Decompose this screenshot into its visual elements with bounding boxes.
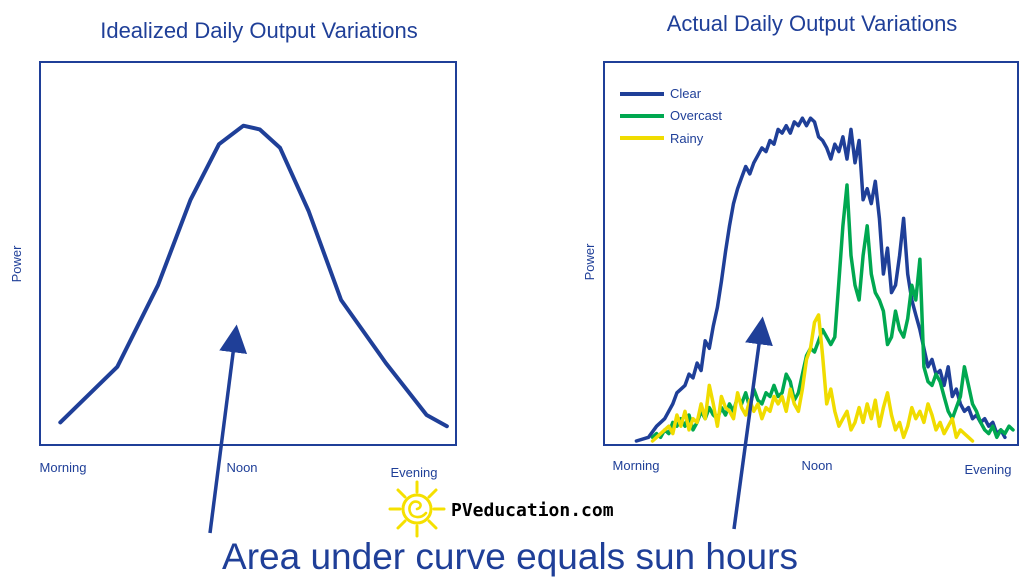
- arrow-left: [208, 324, 248, 534]
- x-tick-noon: Noon: [801, 458, 832, 473]
- actual-chart: Actual Daily Output Variations Power Mor…: [582, 11, 1019, 477]
- series-line-overcast: [650, 183, 1015, 440]
- chart-title: Actual Daily Output Variations: [667, 11, 958, 36]
- plot-frame: [603, 61, 1019, 446]
- legend-label-clear: Clear: [670, 86, 702, 101]
- series-layer: [634, 116, 1015, 443]
- series-layer: [58, 123, 449, 429]
- x-tick-noon: Noon: [226, 460, 257, 475]
- series-line-rainy: [650, 313, 975, 443]
- plot-frame: [39, 61, 457, 446]
- series-line-clear: [634, 116, 1007, 443]
- brand-text: PVeducation.com: [451, 500, 614, 521]
- legend-label-rainy: Rainy: [670, 131, 704, 146]
- legend-label-overcast: Overcast: [670, 108, 722, 123]
- y-axis-label: Power: [9, 245, 24, 283]
- x-tick-morning: Morning: [40, 460, 87, 475]
- arrow-right: [732, 316, 773, 530]
- legend: Clear Overcast Rainy: [620, 86, 722, 146]
- x-tick-morning: Morning: [613, 458, 660, 473]
- x-tick-evening: Evening: [965, 462, 1012, 477]
- caption: Area under curve equals sun hours: [222, 536, 798, 577]
- chart-title: Idealized Daily Output Variations: [100, 18, 418, 43]
- sun-spiral-icon: [388, 480, 446, 538]
- idealized-chart: Idealized Daily Output Variations Power …: [9, 18, 457, 480]
- series-line-curve: [58, 123, 449, 429]
- y-axis-label: Power: [582, 243, 597, 281]
- x-tick-evening: Evening: [391, 465, 438, 480]
